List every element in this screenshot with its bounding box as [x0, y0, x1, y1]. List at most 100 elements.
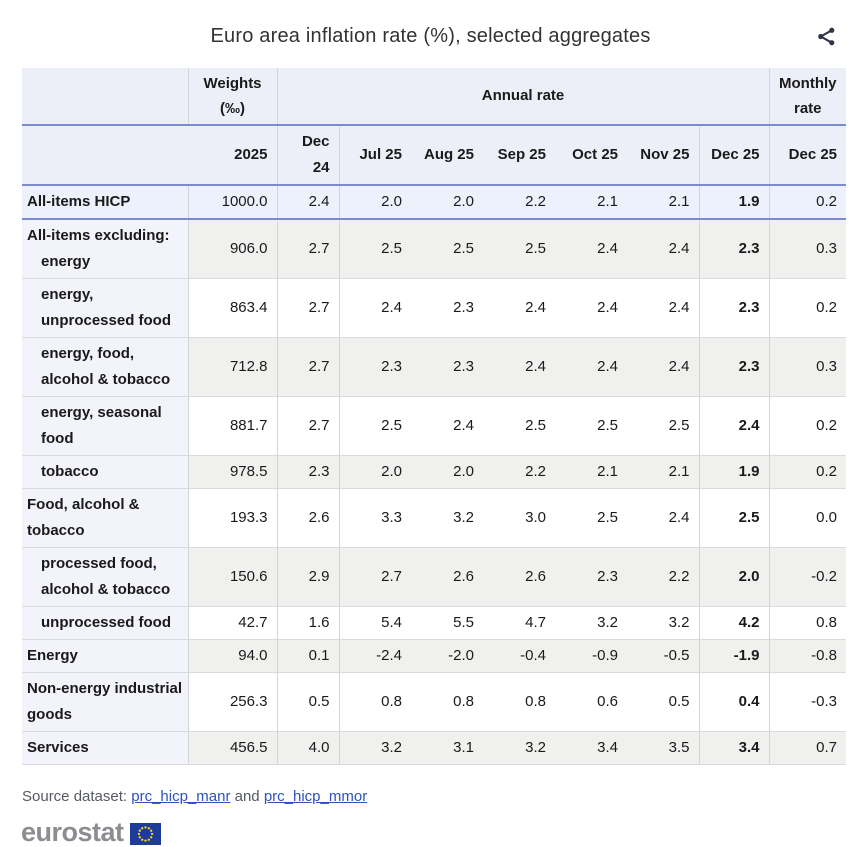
annual-rate-value: 2.6: [483, 547, 555, 607]
table-header-group-row: Weights (‰) Annual rate Monthly rate: [22, 68, 847, 125]
col-header-aug25: Aug 25: [411, 125, 483, 185]
annual-rate-value: 2.5: [339, 396, 411, 456]
annual-rate-value: 2.1: [555, 185, 627, 219]
annual-rate-value: 2.3: [699, 219, 770, 279]
annual-rate-value: 2.4: [339, 278, 411, 338]
annual-rate-value: 2.0: [339, 185, 411, 219]
annual-rate-value: 2.5: [411, 219, 483, 279]
annual-rate-value: 2.0: [699, 547, 770, 607]
annual-rate-value: 2.5: [483, 396, 555, 456]
monthly-rate-value: 0.8: [769, 606, 847, 640]
row-label: unprocessed food: [22, 606, 189, 640]
annual-rate-value: 2.3: [339, 337, 411, 397]
annual-rate-value: 2.4: [627, 219, 700, 279]
source-conjunction: and: [230, 788, 264, 805]
annual-rate-value: 2.3: [411, 278, 483, 338]
source-link-manr[interactable]: prc_hicp_manr: [131, 788, 231, 805]
annual-rate-value: 2.7: [277, 337, 340, 397]
annual-rate-value: 2.7: [277, 396, 340, 456]
corner-cell: [22, 68, 189, 125]
table-row: processed food, alcohol & tobacco 150.6 2.…: [22, 547, 847, 607]
table-row: All-items excluding: energy 906.0 2.7 2.5 2.5…: [22, 219, 847, 279]
annual-rate-value: 3.3: [339, 488, 411, 548]
weights-header: Weights (‰): [188, 68, 278, 125]
annual-rate-value: 0.5: [277, 672, 340, 732]
annual-rate-value: 3.2: [339, 731, 411, 765]
annual-rate-value: 2.6: [277, 488, 340, 548]
annual-rate-value: -0.5: [627, 639, 700, 673]
row-label: processed food, alcohol & tobacco: [22, 547, 189, 607]
annual-rate-value: 1.9: [699, 455, 770, 489]
annual-rate-value: -0.9: [555, 639, 627, 673]
weight-value: 881.7: [188, 396, 278, 456]
annual-rate-value: 2.7: [339, 547, 411, 607]
annual-rate-value: 3.4: [699, 731, 770, 765]
weight-value: 906.0: [188, 219, 278, 279]
annual-rate-value: 2.3: [555, 547, 627, 607]
annual-rate-value: 2.4: [699, 396, 770, 456]
annual-rate-value: 0.5: [627, 672, 700, 732]
monthly-rate-value: 0.3: [769, 219, 847, 279]
weight-value: 94.0: [188, 639, 278, 673]
weight-value: 712.8: [188, 337, 278, 397]
annual-rate-header: Annual rate: [277, 68, 770, 125]
source-link-mmor[interactable]: prc_hicp_mmor: [263, 788, 368, 805]
annual-rate-value: 2.4: [483, 337, 555, 397]
weights-header-label: Weights: [203, 75, 262, 92]
annual-rate-value: -0.4: [483, 639, 555, 673]
eurostat-logo: eurostat: [21, 818, 861, 846]
source-label: Source dataset:: [22, 788, 132, 805]
annual-rate-value: 2.1: [627, 185, 700, 219]
table-row: All-items HICP 1000.0 2.4 2.0 2.0 2.2 2.1 2.1 1.…: [22, 185, 847, 219]
annual-rate-value: 2.5: [627, 396, 700, 456]
row-label: energy, unprocessed food: [22, 278, 189, 338]
annual-rate-value: 2.0: [411, 185, 483, 219]
col-header-dec25-annual: Dec 25: [699, 125, 770, 185]
annual-rate-value: 2.4: [555, 219, 627, 279]
page-title: Euro area inflation rate (%), selected a…: [210, 25, 651, 47]
annual-rate-value: 2.1: [555, 455, 627, 489]
table-row: tobacco 978.5 2.3 2.0 2.0 2.2 2.1 2.1 1.9 0.2: [22, 455, 847, 489]
annual-rate-value: 2.2: [483, 185, 555, 219]
row-label: Non-energy industrial goods: [22, 672, 189, 732]
row-label: All-items HICP: [22, 185, 189, 219]
annual-rate-value: 5.5: [411, 606, 483, 640]
annual-rate-value: 0.8: [411, 672, 483, 732]
annual-rate-value: -2.0: [411, 639, 483, 673]
table-header-column-row: 2025 Dec 24 Jul 25 Aug 25 Sep 25 Oct 25 …: [22, 125, 847, 185]
annual-rate-value: 3.1: [411, 731, 483, 765]
row-label: tobacco: [22, 455, 189, 489]
annual-rate-value: 3.5: [627, 731, 700, 765]
annual-rate-value: 2.3: [411, 337, 483, 397]
table-row: energy, seasonal food 881.7 2.7 2.5 2.4 2.5 2.…: [22, 396, 847, 456]
row-label: energy, seasonal food: [22, 396, 189, 456]
annual-rate-value: 4.0: [277, 731, 340, 765]
eu-flag-icon: [129, 822, 161, 845]
annual-rate-value: 3.2: [627, 606, 700, 640]
table-row: Non-energy industrial goods 256.3 0.5 0.8 0.…: [22, 672, 847, 732]
title-bar: Euro area inflation rate (%), selected a…: [0, 0, 861, 68]
monthly-rate-value: 0.0: [769, 488, 847, 548]
annual-rate-value: 2.4: [627, 278, 700, 338]
annual-rate-value: 2.7: [277, 219, 340, 279]
annual-rate-value: 2.5: [483, 219, 555, 279]
annual-rate-value: 2.3: [699, 278, 770, 338]
col-header-jul25: Jul 25: [339, 125, 411, 185]
monthly-rate-value: 0.2: [769, 185, 847, 219]
weight-value: 150.6: [188, 547, 278, 607]
annual-rate-value: 4.2: [699, 606, 770, 640]
annual-rate-value: 3.2: [411, 488, 483, 548]
annual-rate-value: 2.4: [277, 185, 340, 219]
share-icon[interactable]: [814, 24, 838, 48]
annual-rate-value: 1.6: [277, 606, 340, 640]
annual-rate-value: 2.4: [555, 337, 627, 397]
monthly-rate-value: -0.3: [769, 672, 847, 732]
annual-rate-value: 2.5: [555, 488, 627, 548]
weight-value: 978.5: [188, 455, 278, 489]
col-header-sep25: Sep 25: [483, 125, 555, 185]
row-label: Food, alcohol & tobacco: [22, 488, 189, 548]
annual-rate-value: 2.9: [277, 547, 340, 607]
annual-rate-value: 0.4: [699, 672, 770, 732]
monthly-rate-value: 0.3: [769, 337, 847, 397]
table-row: Services 456.5 4.0 3.2 3.1 3.2 3.4 3.5 3.4 0.7: [22, 731, 847, 765]
